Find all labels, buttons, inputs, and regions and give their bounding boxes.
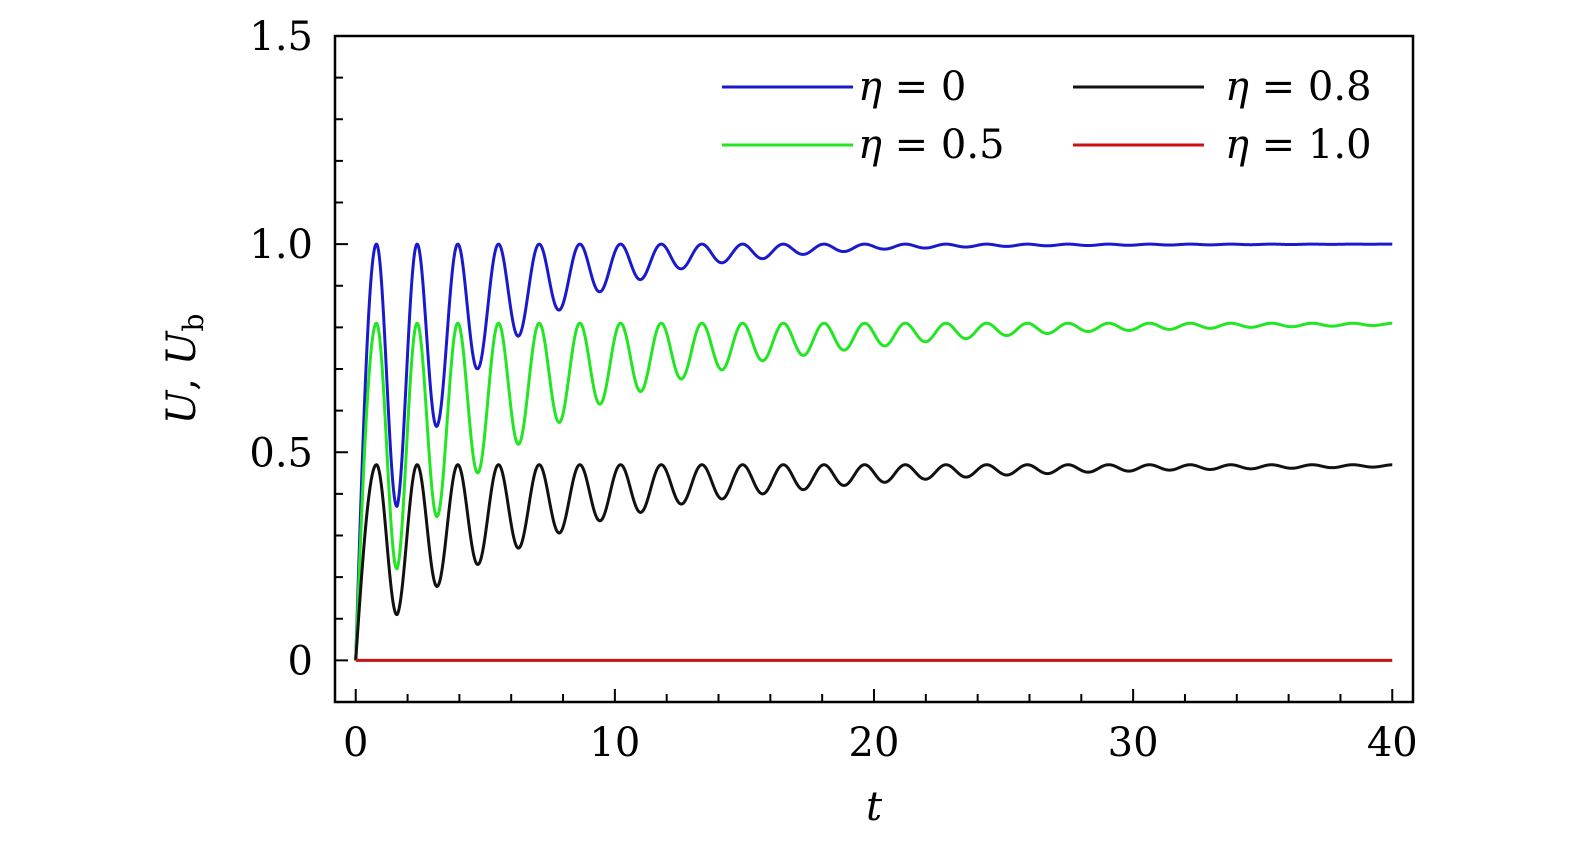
legend-label-symbol: η xyxy=(858,64,882,110)
series-layer xyxy=(354,242,1394,662)
x-axis-label: t xyxy=(866,784,883,830)
legend-label-symbol: η xyxy=(1225,64,1249,110)
y-axis-label: U, Ub xyxy=(159,314,210,425)
legend-label-value: = 0.5 xyxy=(882,122,1005,168)
x-tick-label: 40 xyxy=(1367,720,1418,766)
y-axis-label-second: U xyxy=(159,330,205,365)
legend-label-value: = 0.8 xyxy=(1249,64,1372,110)
x-tick-label: 20 xyxy=(849,720,900,766)
y-tick-label: 1.5 xyxy=(249,14,313,60)
legend-label-0: η = 0 xyxy=(858,64,966,110)
y-tick-label: 0 xyxy=(288,638,313,684)
y-axis-label-main: U xyxy=(159,389,205,424)
y-axis-ticks: 0 0.5 1.0 1.5 xyxy=(249,14,348,684)
legend-label-1: η = 0.5 xyxy=(858,122,1005,168)
legend-label-value: = 0 xyxy=(882,64,966,110)
plot-frame xyxy=(333,34,1415,704)
series-line-1 xyxy=(354,321,1394,661)
legend-label-2: η = 0.8 xyxy=(1225,64,1372,110)
x-tick-label: 30 xyxy=(1108,720,1159,766)
x-tick-label: 0 xyxy=(343,720,368,766)
legend-label-3: η = 1.0 xyxy=(1225,122,1372,168)
legend-label-value: = 1.0 xyxy=(1249,122,1372,168)
y-axis-label-sep: , xyxy=(159,365,205,390)
x-axis-ticks: 0 10 20 30 40 xyxy=(343,689,1418,766)
x-tick-label: 10 xyxy=(589,720,640,766)
legend-label-symbol: η xyxy=(1225,122,1249,168)
y-axis-label-subscript: b xyxy=(177,314,210,332)
y-tick-label: 1.0 xyxy=(249,222,313,268)
y-tick-label: 0.5 xyxy=(249,430,313,476)
legend-label-symbol: η xyxy=(858,122,882,168)
legend: η = 0η = 0.5η = 0.8η = 1.0 xyxy=(722,64,1372,168)
series-line-0 xyxy=(354,242,1394,661)
series-line-2 xyxy=(354,463,1394,661)
